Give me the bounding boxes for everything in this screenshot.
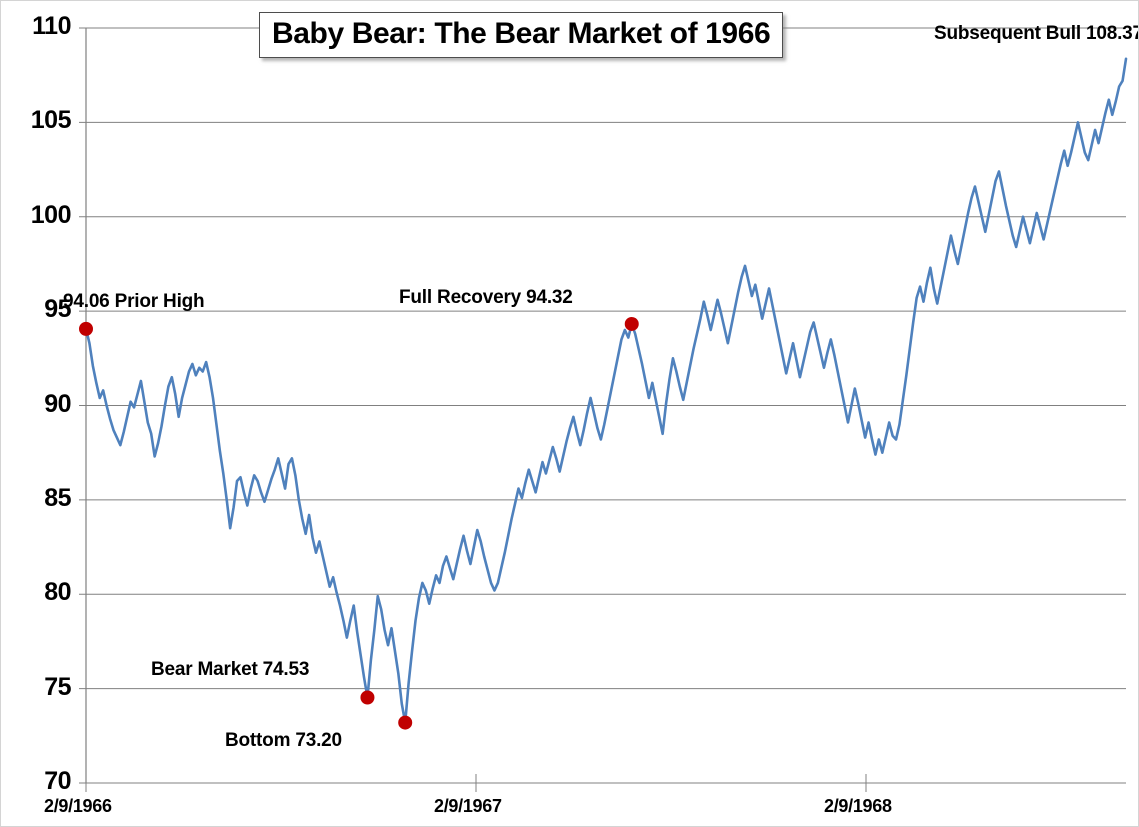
y-tick-label-110: 110 — [32, 12, 71, 40]
data-marker-full-recovery — [624, 316, 639, 331]
annotation-full-recovery: Full Recovery 94.32 — [399, 287, 573, 308]
x-tick-marks-group — [85, 774, 867, 792]
annotation-bear-market: Bear Market 74.53 — [151, 659, 310, 680]
y-tick-label-80: 80 — [44, 578, 71, 607]
series-line-sp500 — [84, 57, 1128, 724]
data-series-group — [84, 57, 1128, 724]
data-marker-bear-market — [360, 690, 375, 705]
annotation-subsequent-bull: Subsequent Bull 108.37 — [934, 23, 1139, 44]
y-tick-label-70: 70 — [44, 767, 71, 795]
y-tick-label-105: 105 — [30, 106, 72, 135]
y-tick-label-90: 90 — [44, 389, 71, 418]
chart-title: Baby Bear: The Bear Market of 1966 — [259, 12, 784, 58]
x-tick-label-2-9-1968: 2/9/1968 — [824, 796, 892, 816]
y-tick-label-100: 100 — [30, 200, 72, 229]
y-tick-label-85: 85 — [44, 483, 71, 512]
x-tick-label-2-9-1966: 2/9/1966 — [44, 796, 112, 816]
data-markers-group — [79, 316, 639, 730]
data-marker-prior-high — [79, 321, 93, 336]
axes-group — [79, 27, 87, 784]
annotation-bottom: Bottom 73.20 — [225, 730, 342, 751]
x-tick-label-2-9-1967: 2/9/1967 — [434, 796, 502, 816]
y-tick-label-75: 75 — [44, 672, 71, 701]
annotation-prior-high: 94.06 Prior High — [63, 291, 205, 312]
data-marker-bottom — [398, 715, 413, 730]
y-tick-label-95: 95 — [44, 295, 71, 324]
